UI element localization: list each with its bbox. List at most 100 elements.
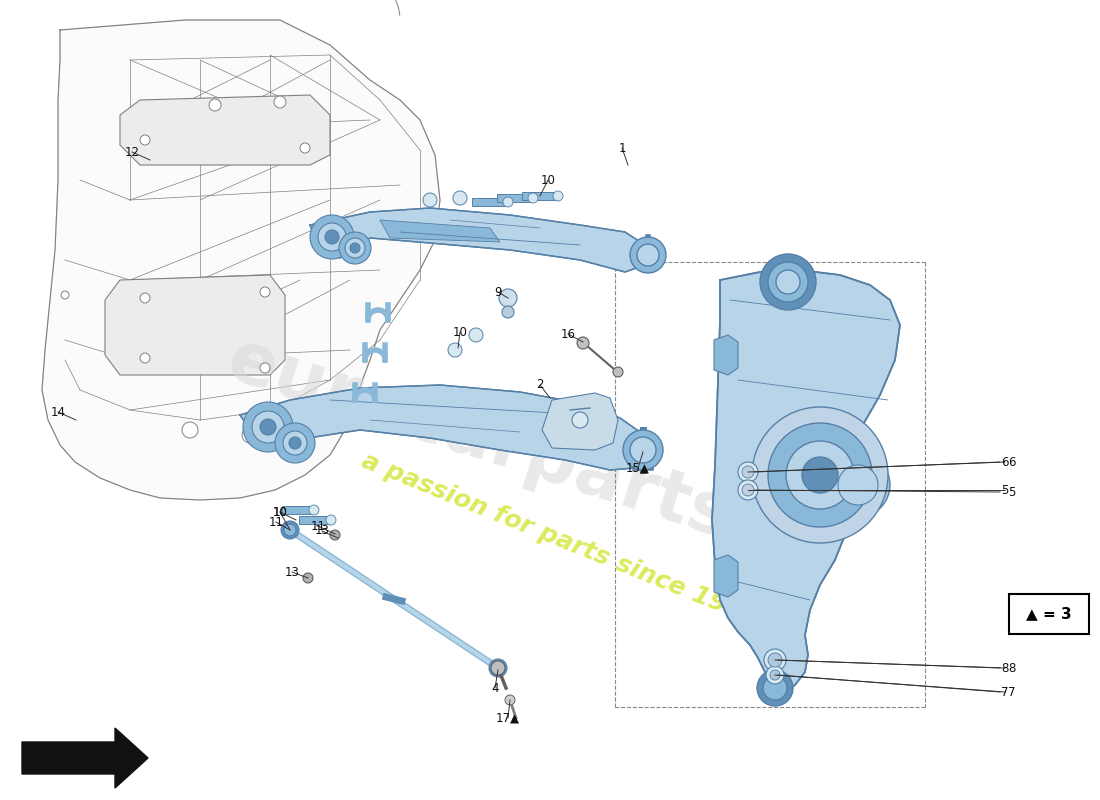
- Circle shape: [453, 191, 468, 205]
- Text: 11: 11: [310, 519, 326, 533]
- Text: 10: 10: [452, 326, 468, 338]
- Circle shape: [757, 670, 793, 706]
- Circle shape: [140, 293, 150, 303]
- Circle shape: [300, 143, 310, 153]
- Circle shape: [786, 441, 854, 509]
- Circle shape: [302, 573, 313, 583]
- Circle shape: [324, 230, 339, 244]
- Polygon shape: [472, 198, 508, 206]
- Circle shape: [492, 662, 504, 674]
- Circle shape: [252, 411, 284, 443]
- Circle shape: [630, 437, 656, 463]
- Circle shape: [260, 419, 276, 435]
- Circle shape: [623, 430, 663, 470]
- Polygon shape: [299, 516, 331, 524]
- Circle shape: [330, 530, 340, 540]
- Circle shape: [260, 363, 270, 373]
- Circle shape: [424, 193, 437, 207]
- Text: 11: 11: [268, 515, 284, 529]
- Circle shape: [60, 291, 69, 299]
- Circle shape: [280, 521, 299, 539]
- Circle shape: [776, 270, 800, 294]
- Text: 10: 10: [273, 506, 287, 518]
- Circle shape: [763, 676, 786, 700]
- Circle shape: [140, 135, 150, 145]
- Text: eurocarparts: eurocarparts: [219, 326, 741, 554]
- Circle shape: [182, 422, 198, 438]
- Circle shape: [242, 427, 258, 443]
- Text: 10: 10: [540, 174, 556, 186]
- Circle shape: [310, 215, 354, 259]
- Text: 17▲: 17▲: [496, 711, 520, 725]
- Text: 12: 12: [124, 146, 140, 158]
- Circle shape: [284, 524, 296, 536]
- Polygon shape: [712, 270, 900, 695]
- Polygon shape: [714, 555, 738, 597]
- Circle shape: [768, 423, 872, 527]
- Polygon shape: [714, 335, 738, 375]
- Text: 10: 10: [273, 506, 287, 518]
- Circle shape: [768, 262, 808, 302]
- Polygon shape: [522, 192, 558, 200]
- Circle shape: [738, 480, 758, 500]
- Circle shape: [826, 453, 890, 517]
- Circle shape: [491, 661, 505, 675]
- Polygon shape: [104, 275, 285, 375]
- Circle shape: [274, 96, 286, 108]
- Text: 15▲: 15▲: [626, 462, 650, 474]
- Circle shape: [802, 457, 838, 493]
- Text: ▲ = 3: ▲ = 3: [1026, 606, 1071, 622]
- Circle shape: [553, 191, 563, 201]
- Text: 6: 6: [1001, 455, 1009, 469]
- Circle shape: [140, 353, 150, 363]
- Circle shape: [503, 197, 513, 207]
- Circle shape: [326, 515, 336, 525]
- Text: 5: 5: [1001, 483, 1009, 497]
- Circle shape: [448, 343, 462, 357]
- Text: 7: 7: [1008, 686, 1015, 698]
- Text: 2: 2: [537, 378, 543, 391]
- Text: 8: 8: [1008, 662, 1015, 674]
- Polygon shape: [120, 95, 330, 165]
- Circle shape: [738, 462, 758, 482]
- Text: 8: 8: [1001, 662, 1009, 674]
- Circle shape: [289, 437, 301, 449]
- Circle shape: [766, 666, 784, 684]
- Circle shape: [469, 328, 483, 342]
- Circle shape: [499, 289, 517, 307]
- Text: 5: 5: [1008, 486, 1015, 498]
- Text: a passion for parts since 1985: a passion for parts since 1985: [359, 449, 762, 631]
- Text: 16: 16: [561, 327, 575, 341]
- Circle shape: [838, 465, 878, 505]
- Circle shape: [209, 99, 221, 111]
- Circle shape: [275, 423, 315, 463]
- Circle shape: [613, 367, 623, 377]
- Circle shape: [339, 232, 371, 264]
- Circle shape: [572, 412, 588, 428]
- Circle shape: [505, 695, 515, 705]
- Text: 13: 13: [285, 566, 299, 578]
- Polygon shape: [310, 208, 650, 272]
- Circle shape: [309, 505, 319, 515]
- Polygon shape: [542, 393, 618, 450]
- Text: 4: 4: [492, 682, 498, 694]
- Circle shape: [345, 238, 365, 258]
- Circle shape: [490, 659, 507, 677]
- Text: 6: 6: [1008, 455, 1015, 469]
- Polygon shape: [42, 20, 440, 500]
- Circle shape: [768, 653, 782, 667]
- Circle shape: [502, 306, 514, 318]
- Circle shape: [770, 670, 780, 680]
- Circle shape: [764, 649, 786, 671]
- Circle shape: [260, 287, 270, 297]
- Circle shape: [243, 402, 293, 452]
- Circle shape: [283, 431, 307, 455]
- Circle shape: [752, 407, 888, 543]
- Circle shape: [760, 254, 816, 310]
- Polygon shape: [379, 220, 500, 242]
- Circle shape: [630, 237, 666, 273]
- Text: 7: 7: [1001, 686, 1009, 698]
- Polygon shape: [240, 385, 648, 470]
- Polygon shape: [22, 728, 148, 788]
- Text: 14: 14: [51, 406, 66, 418]
